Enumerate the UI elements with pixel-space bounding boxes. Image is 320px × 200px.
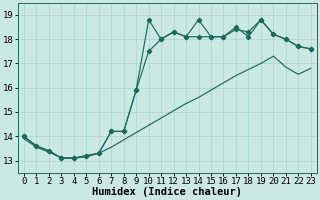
X-axis label: Humidex (Indice chaleur): Humidex (Indice chaleur) <box>92 187 242 197</box>
